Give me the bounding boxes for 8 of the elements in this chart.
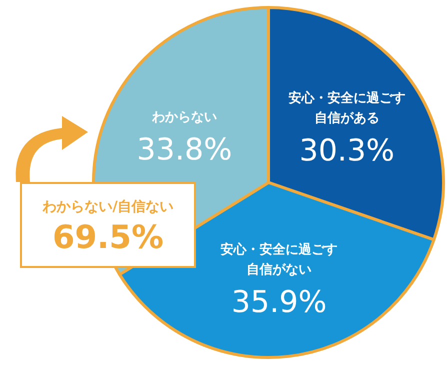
data-label: 35.9% (231, 284, 327, 320)
text: わからない/自信ない (41, 198, 175, 216)
slice-label: 安心・安全に過ごす自信がない (220, 242, 338, 278)
slice-label: 安心・安全に過ごす自信がある (288, 90, 406, 126)
slice-label: わからない (150, 110, 217, 125)
data-label: 30.3% (299, 133, 395, 168)
data-label: 33.8% (136, 132, 232, 168)
text: 69.5% (51, 218, 164, 256)
